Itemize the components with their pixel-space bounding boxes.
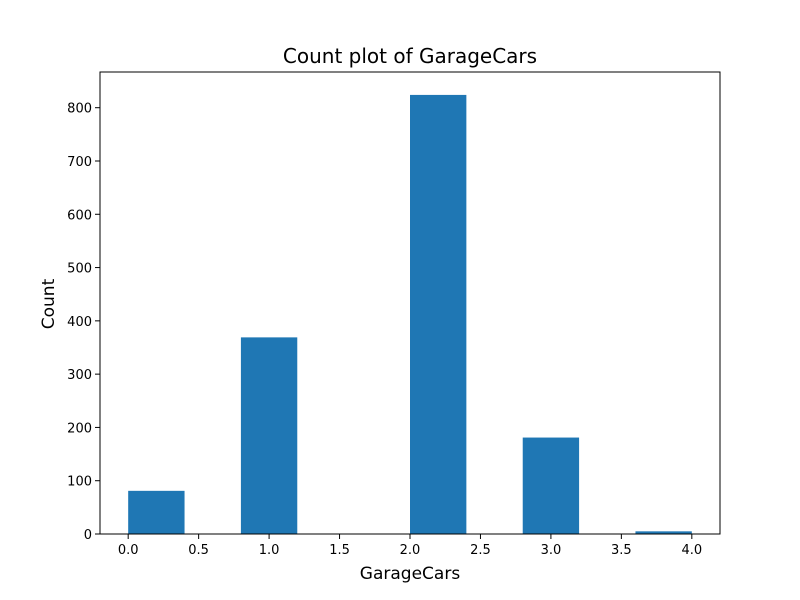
y-tick-label-4: 400 (67, 315, 92, 330)
bar-3 (522, 437, 580, 534)
y-tick-label-3: 300 (67, 368, 92, 383)
bar-0 (128, 490, 185, 534)
y-axis-label: Count (39, 278, 59, 329)
y-tick-label-6: 600 (67, 208, 92, 223)
y-tick-label-5: 500 (67, 262, 92, 277)
x-tick-label-5: 2.5 (470, 543, 491, 558)
y-tick-label-8: 800 (67, 102, 92, 117)
chart-title: Count plot of GarageCars (283, 44, 537, 68)
x-axis-ticks: 0.0 0.5 1.0 1.5 2.0 2.5 3.0 3.5 4.0 (118, 534, 702, 558)
x-tick-label-1: 0.5 (188, 543, 209, 558)
x-tick-label-2: 1.0 (259, 543, 280, 558)
x-tick-label-7: 3.5 (611, 543, 632, 558)
bar-1 (240, 337, 298, 534)
x-tick-label-4: 2.0 (400, 543, 421, 558)
x-tick-label-8: 4.0 (681, 543, 702, 558)
y-tick-label-0: 0 (84, 528, 92, 543)
x-axis-label: GarageCars (360, 564, 461, 584)
plot-frame (99, 71, 721, 535)
y-tick-label-7: 700 (67, 155, 92, 170)
bars-group (128, 94, 692, 534)
x-tick-label-6: 3.0 (541, 543, 562, 558)
x-tick-label-3: 1.5 (329, 543, 350, 558)
y-tick-label-2: 200 (67, 421, 92, 436)
y-axis-ticks: 0 100 200 300 400 500 600 700 800 (67, 102, 100, 543)
bar-4 (635, 531, 692, 534)
bar-2 (410, 94, 467, 534)
y-tick-label-1: 100 (67, 475, 92, 490)
x-tick-label-0: 0.0 (118, 543, 139, 558)
